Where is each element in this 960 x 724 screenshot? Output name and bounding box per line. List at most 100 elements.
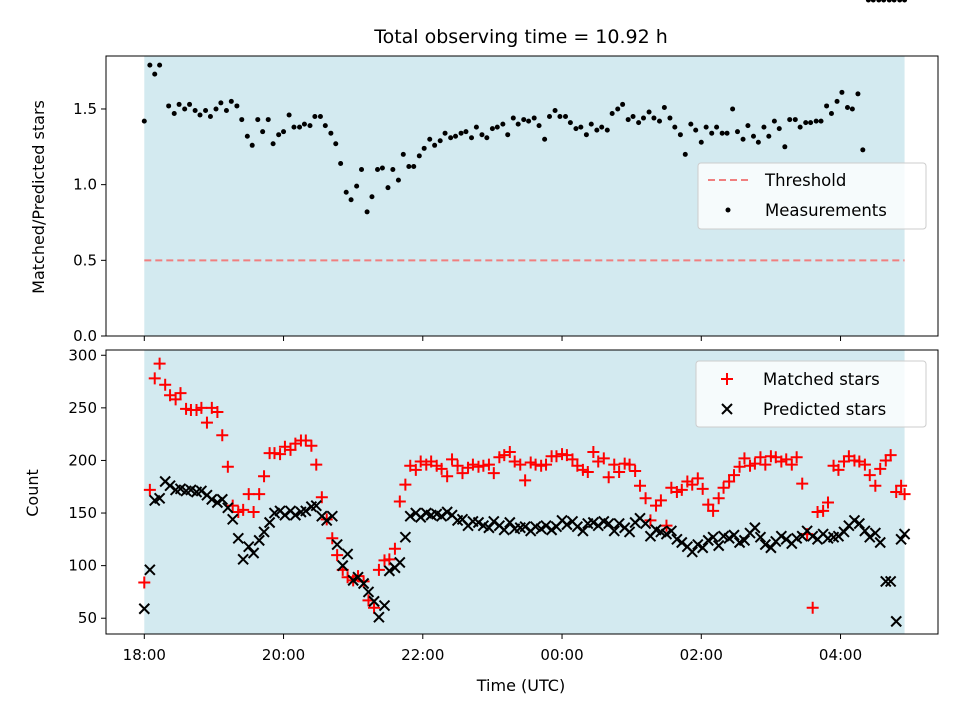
measurement-point xyxy=(828,111,834,117)
predicted-star-point xyxy=(394,556,406,569)
bottom-legend: Matched stars Predicted stars xyxy=(695,360,927,428)
predicted-star-point xyxy=(884,575,897,588)
measurement-point xyxy=(400,151,406,157)
predicted-star-point xyxy=(326,510,338,522)
measurement-point xyxy=(734,129,740,135)
measurement-point xyxy=(421,145,427,151)
predicted-star-point xyxy=(378,599,391,612)
measurement-point xyxy=(849,106,855,112)
measurement-point xyxy=(625,117,631,123)
bottom-y-tick-label: 250 xyxy=(68,399,97,417)
measurement-point xyxy=(672,124,678,130)
bottom-x-tick-label: 04:00 xyxy=(819,646,862,664)
measurement-point xyxy=(281,129,287,135)
measurement-point xyxy=(152,71,158,77)
matched-star-point xyxy=(253,488,266,501)
predicted-star-point xyxy=(263,516,276,529)
predicted-star-point xyxy=(373,611,385,623)
matched-star-point xyxy=(388,542,401,555)
matched-star-point xyxy=(581,466,594,479)
measurement-point xyxy=(187,101,193,107)
measurement-point xyxy=(276,132,282,138)
measurement-point xyxy=(870,0,876,3)
matched-star-point xyxy=(446,453,459,466)
measurement-point xyxy=(141,118,147,124)
measurement-point xyxy=(792,117,798,123)
bottom-axes-frame xyxy=(105,349,939,635)
predicted-star-point xyxy=(289,509,302,521)
matched-star-point xyxy=(613,466,626,479)
measurement-point xyxy=(207,114,213,120)
matched-star-point xyxy=(148,372,161,385)
legend-predicted-swatch xyxy=(721,403,733,415)
matched-star-point xyxy=(780,453,793,466)
bottom-y-tick-label: 300 xyxy=(68,346,97,364)
measurement-point xyxy=(379,165,385,171)
predicted-star-point xyxy=(227,513,239,526)
matched-star-point xyxy=(629,464,642,477)
matched-star-point xyxy=(832,463,845,476)
matched-star-point xyxy=(869,479,882,492)
bottom-y-tick-label: 100 xyxy=(68,557,97,575)
predicted-star-point xyxy=(712,539,725,552)
predicted-star-point xyxy=(738,534,751,547)
predicted-star-point xyxy=(383,565,396,577)
matched-star-point xyxy=(540,458,553,471)
measurement-point xyxy=(876,0,882,3)
measurement-point xyxy=(552,107,558,113)
measurement-point xyxy=(698,139,704,145)
measurement-point xyxy=(897,0,903,3)
matched-star-point xyxy=(723,475,736,488)
matched-star-point xyxy=(623,458,636,471)
measurement-point xyxy=(818,118,824,124)
matched-star-point xyxy=(299,434,312,447)
matched-star-point xyxy=(482,458,495,471)
predicted-star-point xyxy=(561,518,573,531)
measurement-point xyxy=(531,115,537,121)
predicted-star-point xyxy=(144,564,156,576)
measurement-point xyxy=(787,117,793,123)
matched-star-point xyxy=(409,463,422,476)
predicted-star-point xyxy=(138,603,151,615)
measurement-point xyxy=(234,103,240,109)
measurement-point xyxy=(427,136,433,142)
measurement-point xyxy=(494,124,500,130)
measurement-point xyxy=(526,118,532,124)
measurement-point xyxy=(651,115,657,121)
measurement-point xyxy=(693,127,699,133)
matched-star-point xyxy=(169,393,182,406)
predicted-star-point xyxy=(253,534,265,547)
measurement-point xyxy=(766,133,772,139)
predicted-star-point xyxy=(754,531,767,543)
measurement-point xyxy=(813,118,819,124)
matched-star-point xyxy=(435,462,448,475)
top-y-ticks: 0.0 0.5 1.0 1.5 xyxy=(73,100,106,345)
matched-star-point xyxy=(529,458,542,471)
measurement-point xyxy=(682,151,688,157)
top-y-tick-label: 1.0 xyxy=(73,176,97,194)
matched-star-point xyxy=(890,486,903,498)
measurement-point xyxy=(567,120,573,126)
measurement-point xyxy=(881,0,887,3)
measurement-point xyxy=(255,117,261,123)
top-y-tick-label: 0.0 xyxy=(73,327,97,345)
matched-star-point xyxy=(331,549,344,562)
predicted-star-point xyxy=(665,525,678,537)
predicted-star-point xyxy=(222,502,234,514)
matched-star-point xyxy=(895,479,908,492)
matched-star-point xyxy=(487,467,500,480)
predicted-star-point xyxy=(237,553,249,566)
measurement-point xyxy=(640,115,646,121)
matched-star-point xyxy=(477,459,490,472)
measurement-point xyxy=(291,124,297,130)
measurement-point xyxy=(745,123,751,129)
measurement-point xyxy=(902,0,908,3)
bottom-x-tick-label: 02:00 xyxy=(680,646,723,664)
predicted-star-point xyxy=(232,532,244,544)
measurement-point xyxy=(547,114,553,120)
predicted-star-point xyxy=(258,526,270,538)
predicted-star-point xyxy=(404,510,416,522)
measurement-point xyxy=(604,127,610,133)
measurement-point xyxy=(203,107,209,113)
predicted-star-point xyxy=(577,525,589,537)
